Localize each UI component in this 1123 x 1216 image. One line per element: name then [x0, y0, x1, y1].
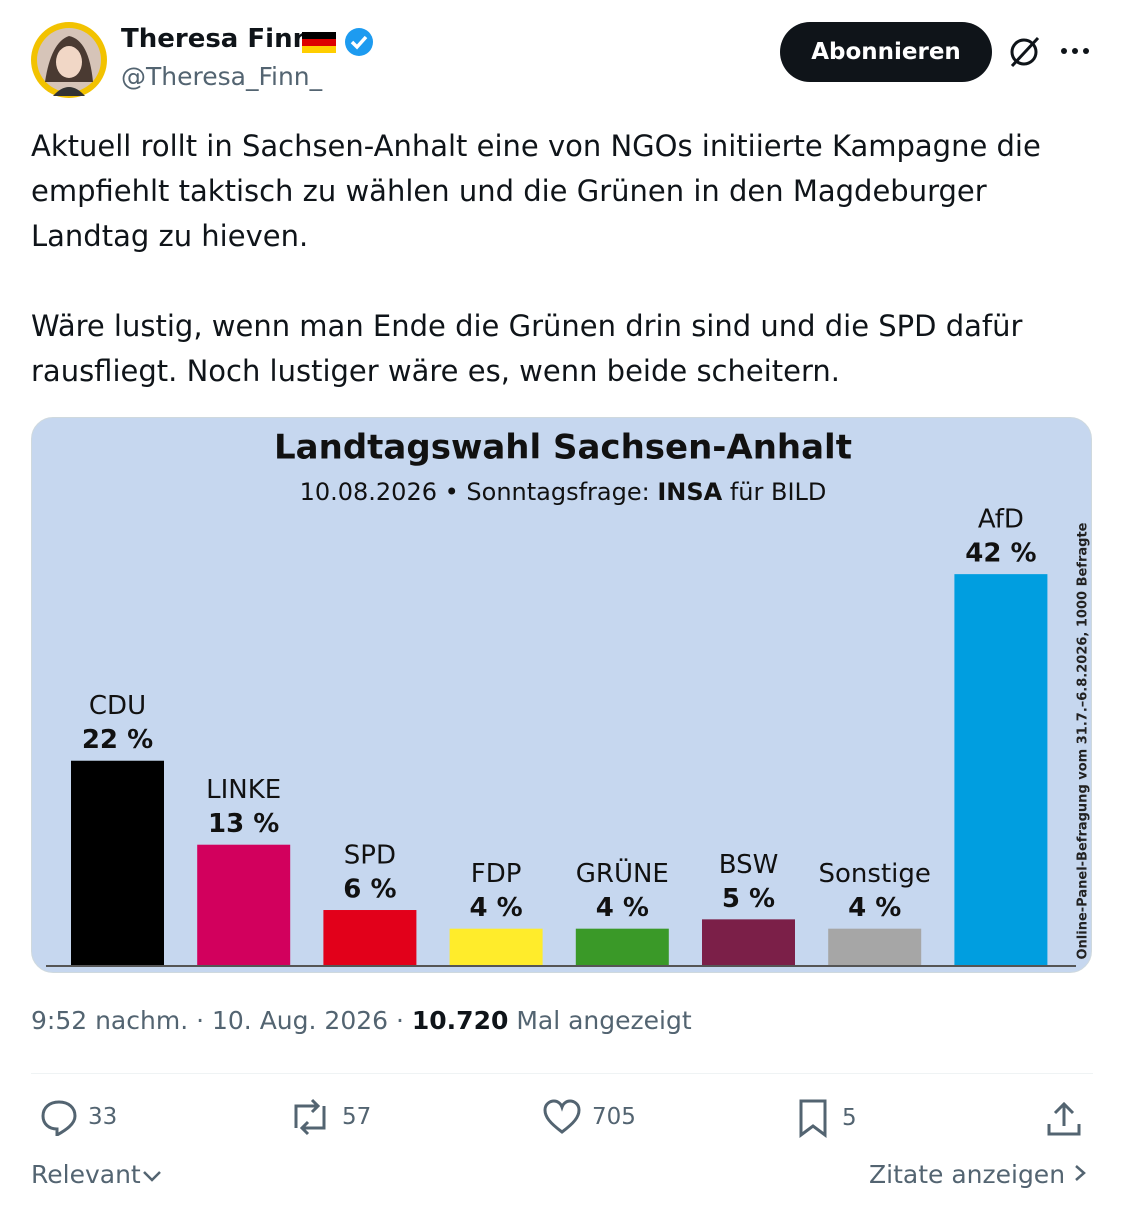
category-label: AfD [978, 505, 1024, 535]
category-label: CDU [89, 691, 146, 721]
subtitle-part: 10.08.2026 • Sonntagsfrage: [300, 478, 658, 506]
reply-icon [41, 1100, 77, 1136]
chart: Landtagswahl Sachsen-Anhalt 10.08.2026 •… [46, 428, 1091, 967]
sort-label: Relevant [31, 1160, 141, 1189]
time[interactable]: 9:52 nachm. [31, 1006, 189, 1035]
sort-selector[interactable]: Relevant [31, 1160, 163, 1189]
bar [702, 919, 795, 966]
category-label: LINKE [206, 775, 281, 805]
value-label: 5 % [722, 884, 775, 914]
chart-note: Online-Panel-Befragung vom 31.7.–6.8.202… [1076, 522, 1091, 959]
tweet-meta: 9:52 nachm. · 10. Aug. 2026 · 10.720 Mal… [31, 1006, 692, 1035]
reply-count: 33 [88, 1104, 118, 1130]
value-label: 13 % [208, 809, 279, 839]
value-label: 4 % [469, 893, 522, 923]
category-label: FDP [471, 859, 522, 889]
value-label: 22 % [82, 725, 153, 755]
avatar[interactable] [31, 22, 107, 98]
like-count: 705 [592, 1104, 636, 1130]
subtitle-part: für BILD [722, 478, 826, 506]
tweet-text: Aktuell rollt in Sachsen-Anhalt eine von… [31, 124, 1071, 439]
bar [828, 928, 922, 966]
grok-icon[interactable] [1006, 34, 1042, 70]
quotes-link[interactable]: Zitate anzeigen [869, 1160, 1087, 1189]
more-icon[interactable] [1060, 44, 1092, 58]
like-icon [543, 1099, 581, 1134]
subtitle-part: INSA [657, 478, 722, 506]
quotes-label: Zitate anzeigen [869, 1160, 1066, 1189]
repost-button[interactable]: 57 [288, 1098, 371, 1136]
bar [954, 574, 1048, 966]
bookmark-button[interactable]: 5 [796, 1098, 857, 1138]
repost-count: 57 [342, 1104, 372, 1130]
chevron [142, 1171, 161, 1182]
paragraph: Aktuell rollt in Sachsen-Anhalt eine von… [31, 129, 1041, 253]
views: 10.720 [411, 1006, 509, 1035]
follow-button[interactable]: Abonnieren [780, 22, 992, 82]
chevron [1075, 1165, 1086, 1181]
chart-subtitle: 10.08.2026 • Sonntagsfrage: INSA für BIL… [300, 478, 827, 506]
bookmark-count: 5 [842, 1105, 857, 1131]
bookmark-icon [799, 1099, 827, 1138]
paragraph: Wäre lustig, wenn man Ende die Grünen dr… [31, 309, 1023, 388]
like-button[interactable]: 705 [542, 1098, 636, 1136]
value-label: 4 % [848, 893, 901, 923]
category-label: BSW [719, 850, 779, 880]
reply-button[interactable]: 33 [40, 1098, 117, 1136]
author-name[interactable]: Theresa Finn [121, 24, 312, 54]
share-icon[interactable] [1045, 1100, 1083, 1138]
bar [71, 760, 164, 966]
value-label: 4 % [596, 893, 649, 923]
chart-image[interactable]: Landtagswahl Sachsen-Anhalt 10.08.2026 •… [31, 417, 1092, 973]
chart-title: Landtagswahl Sachsen-Anhalt [274, 428, 852, 468]
views-label: Mal angezeigt [516, 1006, 692, 1035]
value-label: 6 % [343, 875, 396, 905]
bar [197, 844, 291, 966]
value-label: 42 % [965, 539, 1036, 569]
repost-icon [294, 1098, 326, 1136]
category-label: SPD [344, 841, 396, 871]
author-handle[interactable]: @Theresa_Finn_ [121, 62, 323, 91]
bar [575, 928, 669, 966]
category-label: Sonstige [819, 859, 931, 889]
bar [323, 910, 417, 966]
divider [31, 1073, 1093, 1074]
flag-and-badge [302, 28, 373, 56]
date[interactable]: 10. Aug. 2026 [212, 1006, 389, 1035]
bar [449, 928, 543, 966]
category-label: GRÜNE [576, 857, 669, 889]
